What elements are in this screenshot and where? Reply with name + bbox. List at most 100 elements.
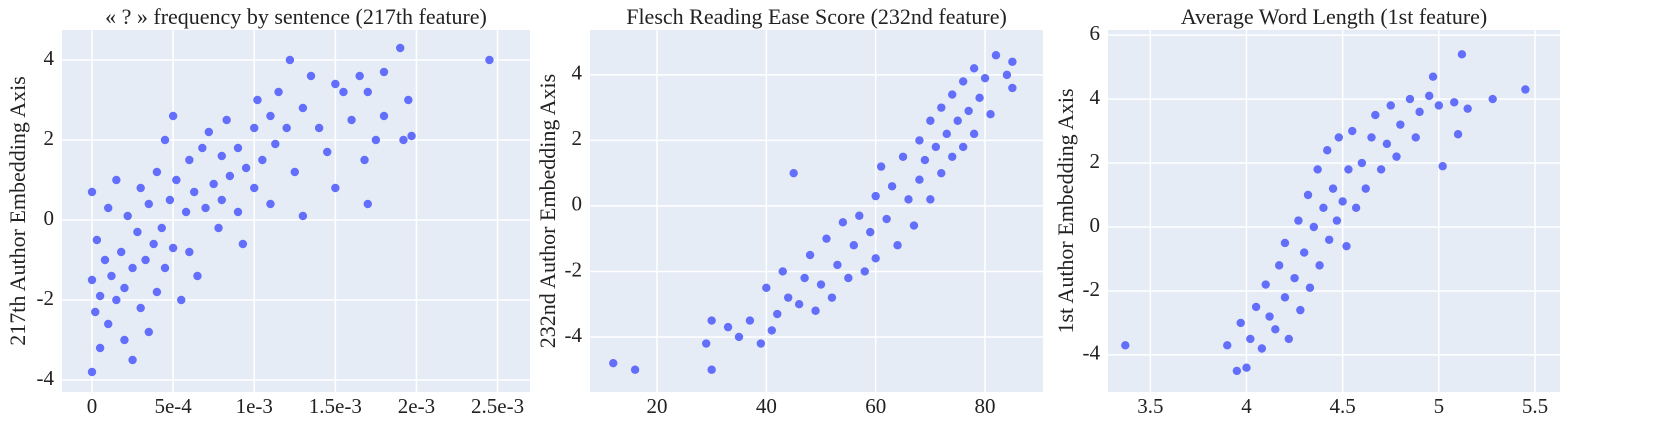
point <box>152 167 162 177</box>
point <box>1405 94 1415 104</box>
x-tick-label: 5 <box>1434 394 1445 418</box>
point <box>1351 203 1361 213</box>
point <box>271 139 280 149</box>
point <box>1382 139 1392 149</box>
point <box>379 67 389 77</box>
point <box>128 355 137 365</box>
point <box>1315 261 1324 270</box>
x-tick-label: 1e-3 <box>236 394 273 418</box>
point <box>942 129 951 139</box>
point <box>112 175 121 185</box>
point <box>926 195 935 204</box>
point <box>141 255 150 265</box>
point <box>838 218 848 227</box>
point <box>1415 107 1424 117</box>
point <box>144 327 153 337</box>
y-tick-label: 2 <box>572 126 583 150</box>
point <box>1008 57 1017 66</box>
point <box>95 343 105 353</box>
point <box>948 90 957 99</box>
y-tick-label: -4 <box>1083 341 1101 365</box>
point <box>331 79 340 89</box>
point <box>87 187 97 197</box>
point <box>160 263 170 273</box>
point <box>331 183 340 193</box>
point <box>1457 50 1467 59</box>
point <box>314 123 324 133</box>
point <box>920 155 930 165</box>
point <box>323 147 332 157</box>
point <box>844 273 853 283</box>
point <box>630 365 640 374</box>
point <box>926 116 935 125</box>
point <box>107 271 116 281</box>
point <box>360 155 369 165</box>
point <box>1428 72 1438 81</box>
point <box>767 326 777 335</box>
point <box>149 239 158 249</box>
point <box>701 339 711 348</box>
point <box>204 127 214 137</box>
point <box>136 303 145 313</box>
point <box>225 171 235 181</box>
y-tick-label: -4 <box>37 366 55 390</box>
point <box>1280 293 1290 302</box>
x-tick-label: 20 <box>646 394 667 418</box>
point <box>1357 158 1367 168</box>
point <box>1342 241 1351 251</box>
point <box>827 293 837 302</box>
point <box>707 316 716 325</box>
point <box>1367 133 1376 142</box>
y-tick-label: 2 <box>1090 149 1101 173</box>
point <box>855 211 864 220</box>
point <box>778 267 787 276</box>
y-tick-label: -2 <box>565 257 583 281</box>
point <box>168 243 178 253</box>
x-tick-label: 3.5 <box>1137 394 1163 418</box>
point <box>1463 104 1472 113</box>
y-tick-label: 2 <box>44 126 55 150</box>
point <box>1002 70 1012 80</box>
point <box>609 358 618 368</box>
point <box>986 109 995 119</box>
plot-area <box>1108 30 1560 392</box>
x-tick-label: 80 <box>975 394 996 418</box>
point <box>1284 334 1294 344</box>
point <box>964 106 973 116</box>
point <box>1271 325 1280 334</box>
point <box>958 77 968 86</box>
x-tick-label: 1.5e-3 <box>309 394 362 418</box>
point <box>168 111 178 121</box>
point <box>904 195 913 204</box>
point <box>734 332 744 342</box>
point <box>87 275 97 285</box>
point <box>893 241 902 250</box>
point <box>1121 341 1130 350</box>
point <box>937 168 946 178</box>
point <box>1232 366 1242 376</box>
x-tick-label: 4.5 <box>1330 394 1356 418</box>
point <box>1434 101 1444 110</box>
point <box>193 271 202 281</box>
x-tick-label: 2e-3 <box>398 394 435 418</box>
point <box>860 267 869 276</box>
point <box>1324 235 1334 244</box>
point <box>217 151 226 161</box>
point <box>396 43 405 53</box>
point <box>800 273 809 283</box>
point <box>1008 83 1017 93</box>
point <box>1386 101 1395 110</box>
point <box>866 227 875 237</box>
point <box>1294 216 1303 225</box>
x-tick-label: 2.5e-3 <box>471 394 524 418</box>
point <box>285 55 295 65</box>
point <box>355 71 364 81</box>
point <box>876 162 886 171</box>
point <box>1257 344 1267 353</box>
point <box>1296 305 1305 315</box>
point <box>958 142 968 152</box>
y-tick-label: 0 <box>572 192 583 216</box>
point <box>177 295 186 305</box>
